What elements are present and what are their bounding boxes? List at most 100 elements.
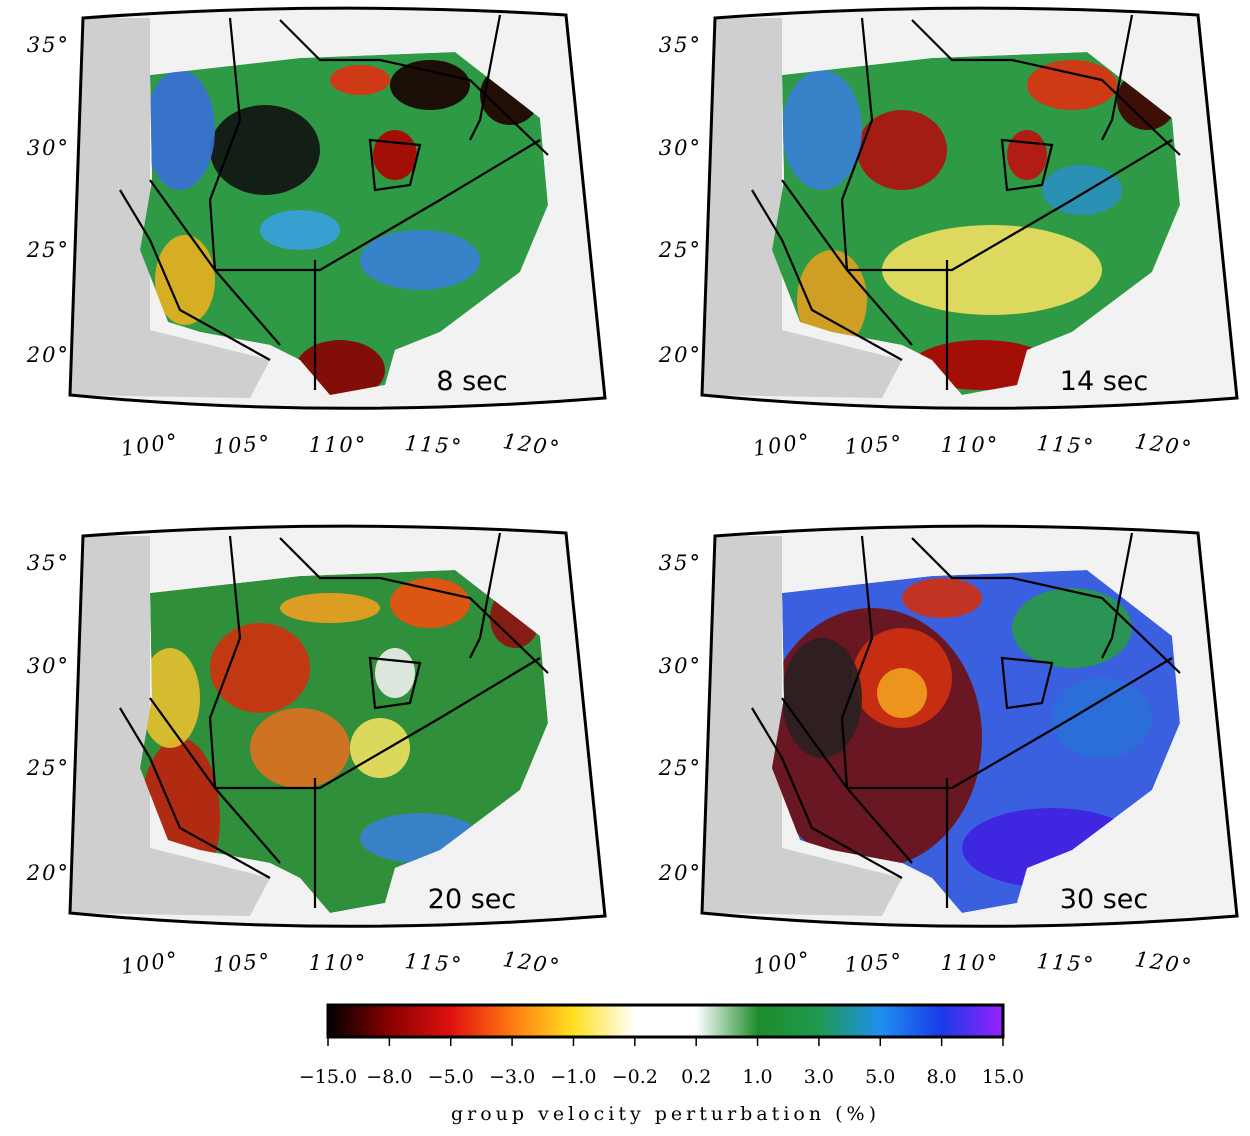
anomaly [390,60,470,110]
map-panel: 20° 25° 30° 35° 100° 105° 110° 115° 120° 8 sec [26,6,607,461]
colorbar-tick-label: 8.0 [927,1066,957,1088]
map-panel: 20° 25° 30° 35° 100° 105° 110° 115° 120° 20 sec [26,524,607,979]
fault-line [781,657,1173,790]
colorbar-segment [512,1005,574,1037]
map-panel: 20° 25° 30° 35° 100° 105° 110° 115° 120° 30 sec [658,524,1239,979]
anomaly [350,718,410,778]
lon-label: 120° [501,947,562,979]
colorbar-segment [573,1005,636,1037]
colorbar-segment [450,1005,513,1037]
fault-line [119,189,271,361]
colorbar-tick-label: 15.0 [982,1066,1024,1088]
lat-label: 30° [659,136,702,160]
anomaly [250,708,350,788]
terrain [702,536,902,916]
anomaly [797,250,867,350]
lon-label: 105° [844,431,904,459]
colorbar-tick-label: −8.0 [366,1066,412,1088]
lat-label: 30° [659,654,702,678]
fault-line [1101,532,1134,659]
colorbar-segment [757,1005,820,1037]
map-frame [68,6,607,410]
lon-label: 120° [1133,947,1194,979]
lat-label: 30° [27,136,70,160]
anomaly [1007,130,1047,180]
lon-label: 100° [751,429,812,461]
lat-label: 20° [26,861,70,885]
colorbar-segment [389,1005,452,1037]
terrain [70,536,270,916]
map-frame [700,524,1239,928]
colorbar-title: group velocity perturbation (%) [451,1103,880,1125]
anomaly [857,110,947,190]
lat-label: 25° [26,238,70,262]
colorbar-segment [941,1005,1004,1037]
lon-label: 120° [501,429,562,461]
lon-label: 115° [404,431,464,459]
anomaly [1042,165,1122,215]
colorbar-segment [880,1005,943,1037]
fault-line [149,139,541,272]
anomaly [145,70,215,190]
map-panel: 20° 25° 30° 35° 100° 105° 110° 115° 120° 14 sec [658,6,1239,461]
lon-label: 110° [309,433,368,457]
lat-label: 35° [659,33,702,57]
fault-line [208,17,281,346]
fault-line [149,657,541,790]
fault-line [1000,656,1054,710]
fault-line [469,532,502,659]
anomaly [877,668,927,718]
lon-label: 105° [212,431,272,459]
lat-label: 35° [659,551,702,575]
fault-line [911,537,1181,674]
anomaly [782,70,862,190]
lon-label: 115° [404,949,464,977]
lat-label: 35° [27,551,70,575]
anomaly [1027,60,1117,110]
lon-label: 115° [1036,431,1096,459]
lat-label: 25° [658,238,702,262]
colorbar-tick-label: 5.0 [865,1066,895,1088]
colorbar-segment [634,1005,697,1037]
velocity-field [140,570,548,913]
colorbar-tick-label: −0.2 [612,1066,658,1088]
anomaly [210,623,310,713]
fault-line [911,19,1181,156]
colorbar-segment [328,1005,390,1037]
fault-line [119,707,271,879]
lat-label: 20° [26,343,70,367]
anomaly [210,105,320,195]
colorbar-tick-label: −1.0 [550,1066,596,1088]
anomaly [390,578,470,628]
map-frame [700,6,1239,410]
anomaly [882,225,1102,315]
anomaly [155,235,215,325]
lon-label: 110° [941,951,1000,975]
fault-line [751,707,903,879]
lon-label: 120° [1133,429,1194,461]
lon-label: 110° [941,433,1000,457]
lon-label: 110° [309,951,368,975]
terrain [70,18,270,398]
colorbar-frame [326,1003,1005,1039]
fault-line [1101,14,1134,141]
colorbar-segment [818,1005,881,1037]
lat-label: 35° [27,33,70,57]
lat-label: 30° [27,654,70,678]
period-label: 8 sec [436,366,507,397]
fault-line [279,19,549,156]
colorbar-tick-label: −3.0 [489,1066,535,1088]
fault-line [368,656,422,710]
map-frame [68,524,607,928]
fault-line [840,535,913,864]
fault-line [368,138,422,192]
colorbar-tick-label: 0.2 [681,1066,711,1088]
anomaly [140,648,200,748]
fault-line [1000,138,1054,192]
fault-line [279,537,549,674]
period-label: 14 sec [1060,366,1148,397]
lon-label: 100° [119,947,180,979]
colorbar-segment [696,1005,759,1037]
colorbar-tick-label: −15.0 [299,1066,357,1088]
fault-line [469,14,502,141]
